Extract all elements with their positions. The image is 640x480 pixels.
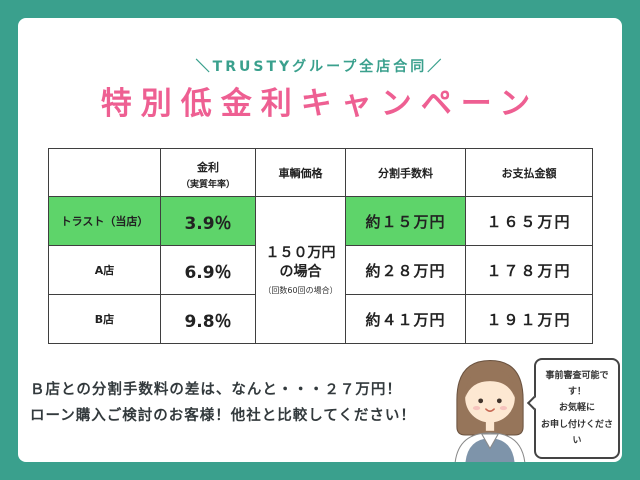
rate-header-cell: 金利 （実質年率）	[160, 148, 256, 197]
total-cell: １７８万円	[465, 245, 593, 295]
rate-header-line2: （実質年率）	[180, 179, 235, 190]
campaign-title: 特別低金利キャンペーン	[100, 86, 540, 122]
group-subtitle: ＼TRUSTYグループ全店合同／	[195, 59, 445, 75]
total-cell: １９１万円	[465, 294, 593, 344]
rate-header-line1: 金利	[197, 160, 219, 174]
total-cell: １６５万円	[465, 196, 593, 246]
rate-cell: 6.9％	[160, 245, 256, 295]
bubble-line1: 事前審査可能です！	[545, 371, 609, 398]
table-corner-cell	[48, 148, 161, 197]
comparison-note-line2: ローン購入ご検討のお客様！他社と比較してください！	[30, 408, 416, 424]
total-header-cell: お支払金額	[465, 148, 593, 197]
table-row-trust: トラスト（当店） 3.9％ １５０万円 の場合 （回数60回の場合） 約１５万円…	[48, 196, 593, 344]
table-header-row: 金利 （実質年率） 車輌価格 分割手数料 お支払金額	[48, 148, 593, 197]
comparison-note-line1: Ｂ店との分割手数料の差は、なんと・・・２７万円！	[30, 382, 402, 398]
rate-cell: 9.8％	[160, 294, 256, 344]
row-label-cell: トラスト（当店）	[48, 196, 161, 246]
campaign-card: ＼TRUSTYグループ全店合同／ 特別低金利キャンペーン 金利 （実質年率） 車…	[18, 18, 622, 462]
speech-bubble: 事前審査可能です！ お気軽に お申し付けください	[526, 358, 620, 459]
bubble-line3: お申し付けください	[540, 419, 613, 446]
table-row-shop-a: A店 6.9％ 約２８万円 １７８万円	[48, 245, 593, 295]
row-label-cell: A店	[48, 245, 161, 295]
fee-cell: 約４１万円	[345, 294, 466, 344]
fee-cell: 約２８万円	[345, 245, 466, 295]
price-note: （回数60回の場合）	[263, 285, 338, 295]
price-line2: の場合	[279, 264, 322, 280]
loan-comparison-table: 金利 （実質年率） 車輌価格 分割手数料 お支払金額 トラスト（当店） 3.9％…	[48, 148, 593, 344]
receptionist-illustration	[454, 359, 526, 462]
row-label-cell: B店	[48, 294, 161, 344]
rate-cell: 3.9％	[160, 196, 256, 246]
price-cell: １５０万円 の場合 （回数60回の場合）	[255, 196, 346, 344]
bubble-line2: お気軽に	[558, 403, 595, 414]
table-row-shop-b: B店 9.8％ 約４１万円 １９１万円	[48, 294, 593, 344]
fee-header-cell: 分割手数料	[345, 148, 466, 197]
fee-cell: 約１５万円	[345, 196, 466, 246]
price-header-cell: 車輌価格	[255, 148, 346, 197]
price-line1: １５０万円	[265, 245, 336, 262]
